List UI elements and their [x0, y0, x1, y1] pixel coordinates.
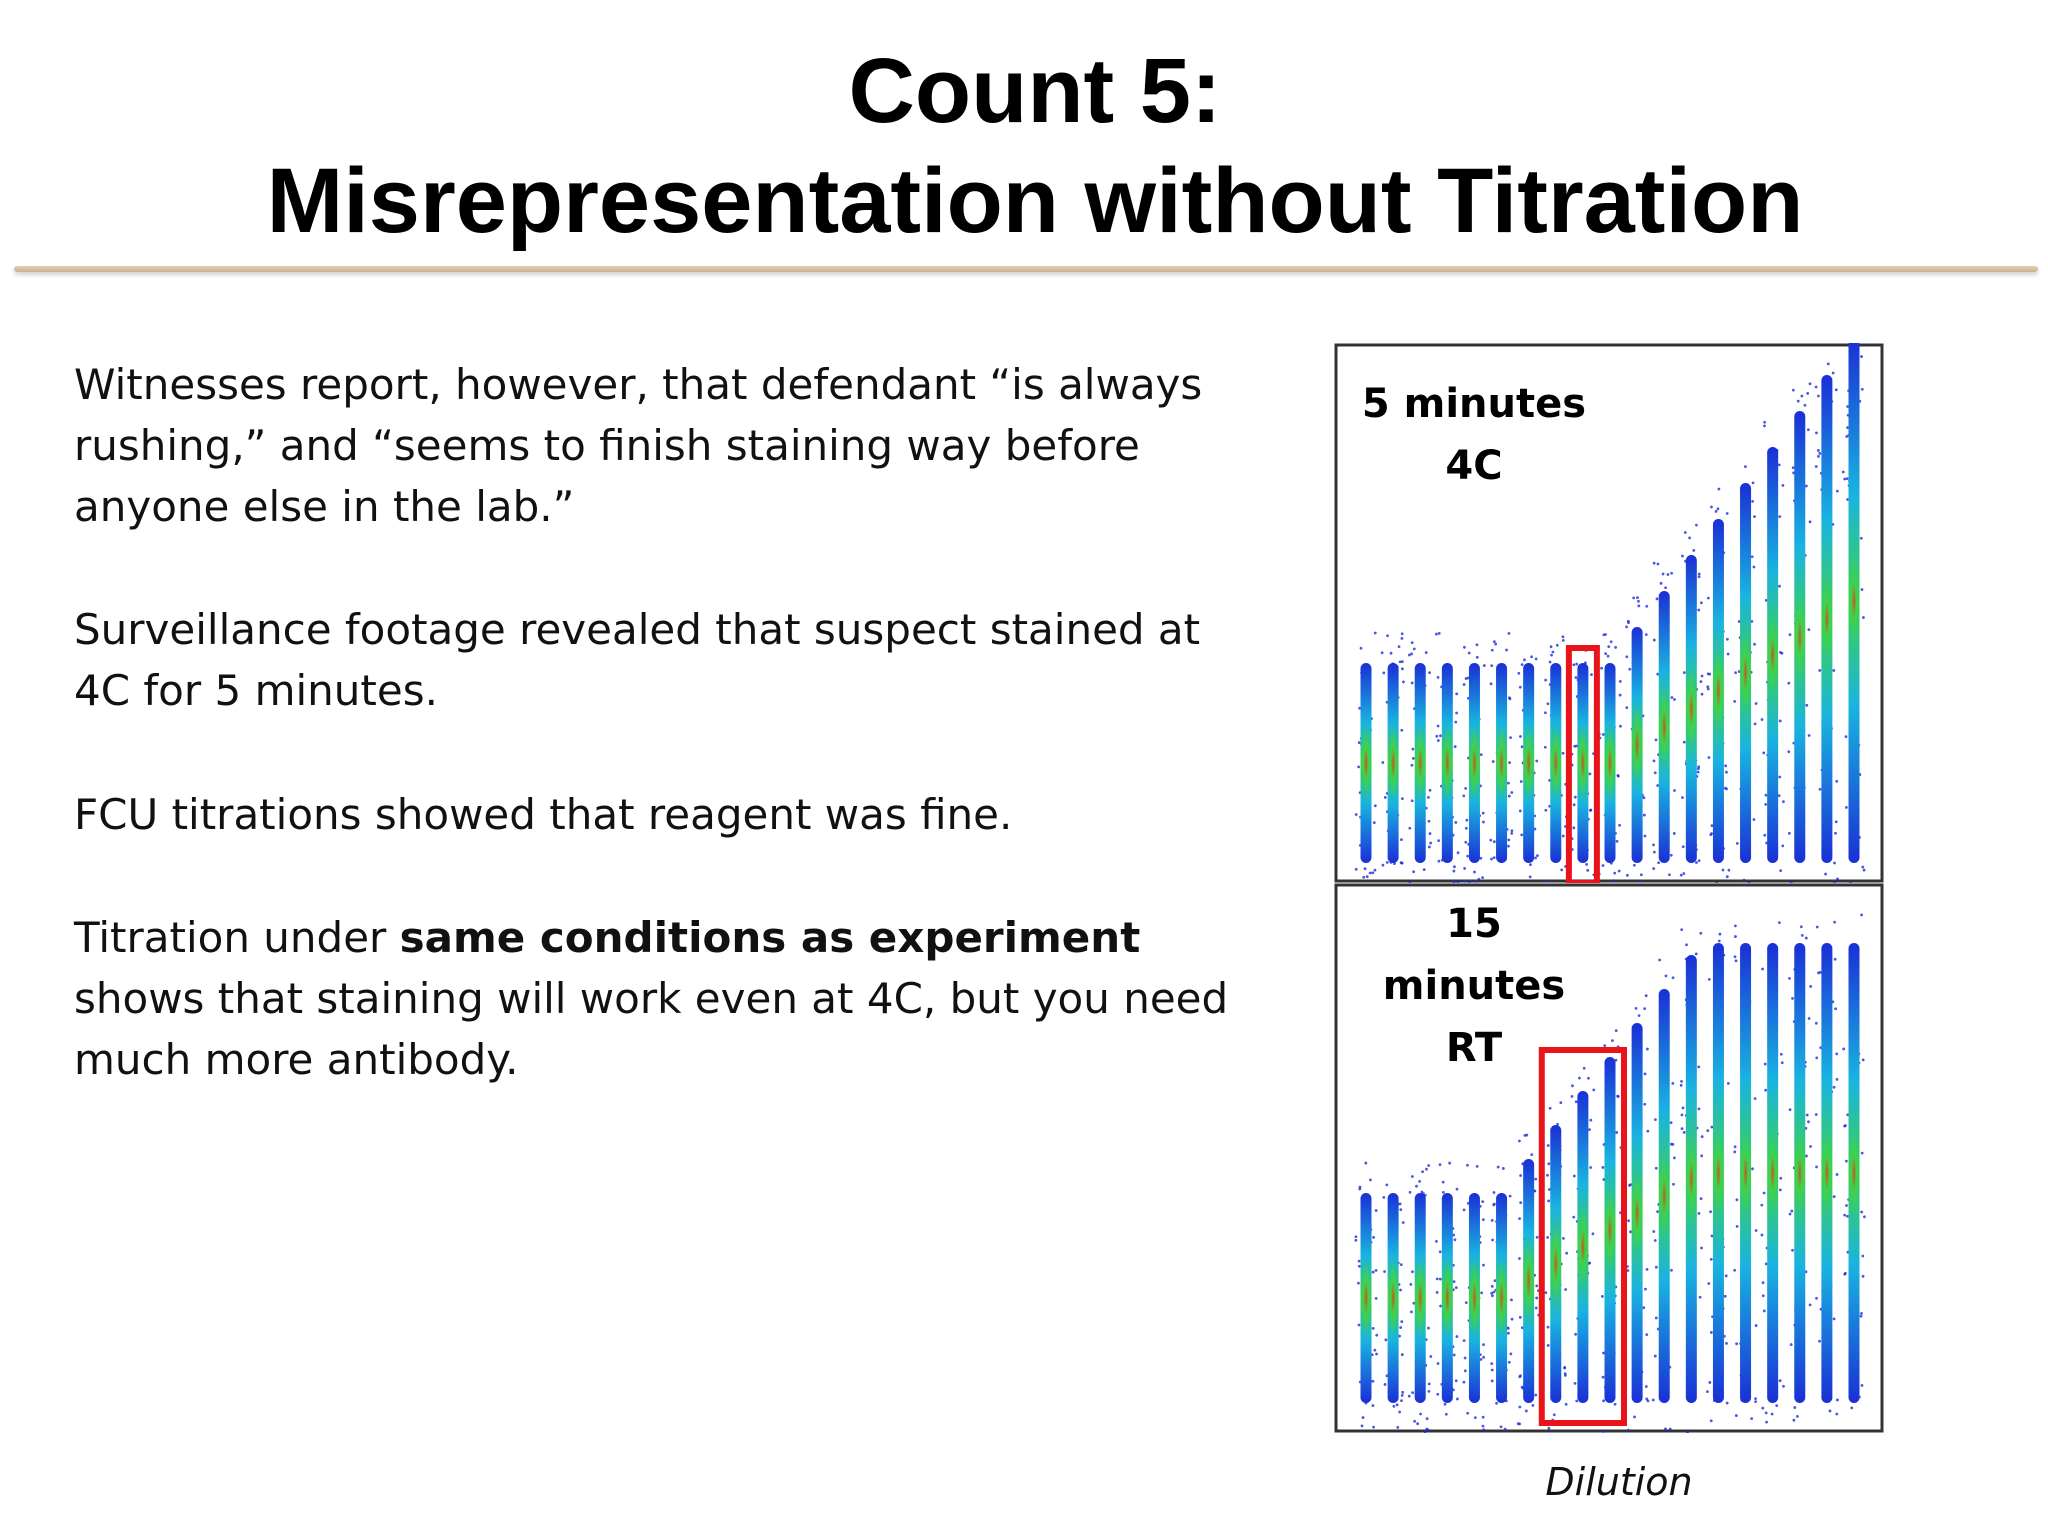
titration-column — [1382, 1183, 1405, 1429]
p4-text-start: Titration under — [74, 913, 400, 962]
titration-column — [1842, 913, 1866, 1410]
titration-column — [1354, 1161, 1379, 1429]
label-15min-line1: 15 minutes — [1382, 901, 1566, 1009]
titration-column — [1543, 635, 1568, 883]
titration-column — [1652, 561, 1676, 877]
titration-column — [1489, 632, 1514, 863]
titration-column — [1380, 632, 1405, 867]
titration-column — [1544, 1101, 1569, 1430]
paragraph-witnesses: Witnesses report, however, that defendan… — [74, 360, 1203, 531]
titration-column — [1517, 655, 1539, 879]
title-line-1: Count 5: — [848, 40, 1222, 142]
titration-column — [1490, 1165, 1514, 1431]
titration-column — [1570, 1066, 1596, 1426]
plot-15min-rt — [1334, 883, 1884, 1433]
titration-figure: 5 minutes 4C 15 minutes RT — [1320, 335, 1890, 1515]
titration-column — [1600, 1029, 1623, 1433]
titration-column — [1408, 641, 1433, 883]
titration-column — [1570, 646, 1596, 877]
label-5min-line2: 4C — [1445, 443, 1503, 489]
titration-column — [1516, 1133, 1541, 1426]
paragraph-surveillance: Surveillance footage revealed that suspe… — [74, 605, 1201, 715]
plot-frame — [1334, 343, 1884, 883]
titration-column — [1435, 1161, 1459, 1416]
panel-5min-4c: 5 minutes 4C — [1334, 343, 1884, 883]
slide-title: Count 5: Misrepresentation without Titra… — [0, 36, 2048, 256]
titration-column — [1814, 362, 1839, 883]
titration-column — [1354, 631, 1377, 879]
titration-column — [1625, 994, 1650, 1432]
paragraph-titration-conditions: Titration under same conditions as exper… — [74, 907, 1234, 1090]
titration-column — [1679, 523, 1704, 877]
titration-column — [1787, 382, 1812, 883]
title-divider — [14, 266, 2038, 272]
titration-column — [1679, 928, 1704, 1433]
highlight-box — [1565, 645, 1600, 883]
plot-frame — [1334, 883, 1884, 1433]
titration-column — [1814, 920, 1839, 1416]
panel-label-5min-4c: 5 minutes 4C — [1354, 373, 1594, 497]
label-5min-line1: 5 minutes — [1361, 381, 1587, 427]
titration-column — [1733, 924, 1758, 1421]
titration-column — [1760, 420, 1785, 873]
titration-column — [1407, 1164, 1433, 1433]
titration-column — [1435, 631, 1460, 883]
titration-column — [1625, 596, 1649, 883]
p4-text-end: shows that staining will work even at 4C… — [74, 974, 1229, 1084]
titration-column — [1462, 1163, 1486, 1432]
plot-5min-4c — [1334, 343, 1884, 883]
titration-column — [1841, 343, 1866, 883]
titration-column — [1651, 958, 1676, 1431]
title-line-2: Misrepresentation without Titration — [266, 150, 1804, 252]
highlight-box — [1538, 1047, 1627, 1426]
titration-column — [1706, 487, 1731, 883]
x-axis-label: Dilution — [1545, 1460, 1693, 1504]
panel-label-15min-rt: 15 minutes RT — [1354, 893, 1594, 1079]
titration-column — [1788, 925, 1813, 1422]
titration-column — [1760, 921, 1785, 1424]
titration-column — [1462, 643, 1486, 883]
paragraph-fcu-titrations: FCU titrations showed that reagent was f… — [74, 790, 1013, 839]
label-15min-line2: RT — [1445, 1025, 1503, 1071]
titration-column — [1706, 932, 1730, 1423]
panel-15min-rt: 15 minutes RT — [1334, 883, 1884, 1433]
p4-bold-phrase: same conditions as experiment — [399, 913, 1141, 962]
titration-column — [1597, 633, 1622, 883]
titration-column — [1733, 465, 1758, 883]
